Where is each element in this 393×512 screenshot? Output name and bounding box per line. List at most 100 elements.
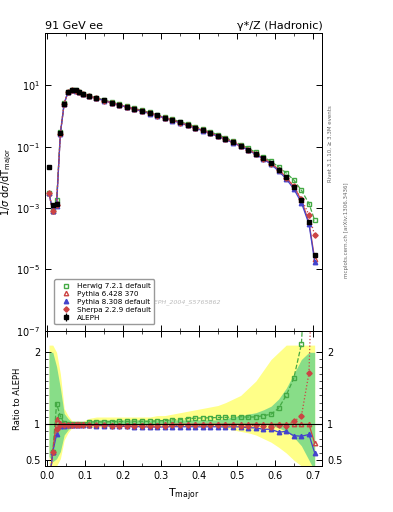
Sherpa 2.2.9 default: [223, 136, 228, 142]
Herwig 7.2.1 default: [269, 158, 274, 164]
Herwig 7.2.1 default: [215, 132, 220, 138]
Pythia 6.428 370: [299, 197, 304, 203]
Herwig 7.2.1 default: [58, 129, 63, 135]
Pythia 8.308 default: [62, 101, 66, 107]
Pythia 6.428 370: [253, 151, 258, 157]
Herwig 7.2.1 default: [178, 119, 182, 125]
Herwig 7.2.1 default: [54, 197, 59, 203]
Pythia 6.428 370: [70, 87, 74, 93]
Pythia 8.308 default: [312, 259, 317, 265]
Pythia 6.428 370: [200, 127, 205, 133]
Pythia 8.308 default: [253, 152, 258, 158]
Sherpa 2.2.9 default: [307, 212, 311, 218]
Herwig 7.2.1 default: [253, 150, 258, 156]
Pythia 8.308 default: [231, 140, 235, 146]
Pythia 8.308 default: [292, 186, 296, 192]
Pythia 8.308 default: [125, 104, 129, 110]
Sherpa 2.2.9 default: [77, 89, 82, 95]
Pythia 6.428 370: [66, 89, 70, 95]
Pythia 6.428 370: [185, 122, 190, 128]
Pythia 6.428 370: [178, 119, 182, 125]
Herwig 7.2.1 default: [47, 190, 51, 197]
X-axis label: T$_{\rm major}$: T$_{\rm major}$: [168, 486, 200, 503]
Pythia 8.308 default: [261, 156, 266, 162]
Herwig 7.2.1 default: [94, 95, 99, 101]
Pythia 6.428 370: [269, 160, 274, 166]
Herwig 7.2.1 default: [223, 135, 228, 141]
Herwig 7.2.1 default: [140, 108, 144, 114]
Pythia 6.428 370: [312, 256, 317, 262]
Text: 91 GeV ee: 91 GeV ee: [45, 21, 103, 31]
Sherpa 2.2.9 default: [58, 131, 63, 137]
Pythia 6.428 370: [62, 101, 66, 107]
Herwig 7.2.1 default: [66, 89, 70, 95]
Sherpa 2.2.9 default: [109, 100, 114, 106]
Pythia 8.308 default: [77, 89, 82, 95]
Herwig 7.2.1 default: [276, 164, 281, 170]
Sherpa 2.2.9 default: [269, 161, 274, 167]
Herwig 7.2.1 default: [292, 177, 296, 183]
Pythia 6.428 370: [58, 130, 63, 136]
Sherpa 2.2.9 default: [117, 102, 121, 108]
Herwig 7.2.1 default: [231, 138, 235, 144]
Pythia 6.428 370: [193, 124, 197, 131]
Line: Pythia 8.308 default: Pythia 8.308 default: [47, 88, 317, 264]
Pythia 6.428 370: [292, 183, 296, 189]
Sherpa 2.2.9 default: [66, 89, 70, 95]
Pythia 8.308 default: [238, 143, 243, 150]
Sherpa 2.2.9 default: [215, 133, 220, 139]
Pythia 8.308 default: [223, 136, 228, 142]
Pythia 6.428 370: [102, 97, 107, 103]
Text: γ*/Z (Hadronic): γ*/Z (Hadronic): [237, 21, 322, 31]
Pythia 6.428 370: [50, 208, 55, 214]
Herwig 7.2.1 default: [102, 97, 107, 103]
Pythia 8.308 default: [147, 111, 152, 117]
Herwig 7.2.1 default: [238, 141, 243, 147]
Pythia 8.308 default: [73, 88, 78, 94]
Text: Rivet 3.1.10, ≥ 3.3M events: Rivet 3.1.10, ≥ 3.3M events: [328, 105, 333, 182]
Pythia 8.308 default: [215, 133, 220, 139]
Pythia 8.308 default: [140, 109, 144, 115]
Pythia 6.428 370: [208, 130, 213, 136]
Pythia 8.308 default: [94, 95, 99, 101]
Pythia 6.428 370: [140, 108, 144, 114]
Herwig 7.2.1 default: [208, 129, 213, 135]
Pythia 6.428 370: [47, 190, 51, 197]
Pythia 8.308 default: [81, 91, 86, 97]
Pythia 8.308 default: [70, 87, 74, 93]
Pythia 6.428 370: [117, 102, 121, 108]
Line: Sherpa 2.2.9 default: Sherpa 2.2.9 default: [47, 88, 316, 237]
Pythia 6.428 370: [125, 104, 129, 110]
Pythia 6.428 370: [162, 115, 167, 121]
Herwig 7.2.1 default: [284, 170, 288, 176]
Pythia 8.308 default: [102, 98, 107, 104]
Legend: Herwig 7.2.1 default, Pythia 6.428 370, Pythia 8.308 default, Sherpa 2.2.9 defau: Herwig 7.2.1 default, Pythia 6.428 370, …: [54, 280, 154, 324]
Sherpa 2.2.9 default: [170, 117, 175, 123]
Sherpa 2.2.9 default: [155, 113, 160, 119]
Herwig 7.2.1 default: [73, 87, 78, 93]
Herwig 7.2.1 default: [109, 99, 114, 105]
Sherpa 2.2.9 default: [140, 108, 144, 114]
Text: ALEPH_2004_S5765862: ALEPH_2004_S5765862: [147, 300, 221, 306]
Sherpa 2.2.9 default: [253, 151, 258, 157]
Herwig 7.2.1 default: [200, 126, 205, 132]
Pythia 8.308 default: [162, 115, 167, 121]
Herwig 7.2.1 default: [307, 201, 311, 207]
Sherpa 2.2.9 default: [246, 147, 251, 153]
Pythia 8.308 default: [66, 89, 70, 95]
Sherpa 2.2.9 default: [299, 196, 304, 202]
Pythia 6.428 370: [261, 155, 266, 161]
Herwig 7.2.1 default: [147, 110, 152, 116]
Sherpa 2.2.9 default: [54, 202, 59, 208]
Pythia 6.428 370: [94, 95, 99, 101]
Pythia 6.428 370: [215, 133, 220, 139]
Sherpa 2.2.9 default: [292, 183, 296, 189]
Sherpa 2.2.9 default: [147, 110, 152, 116]
Herwig 7.2.1 default: [125, 103, 129, 109]
Sherpa 2.2.9 default: [178, 120, 182, 126]
Pythia 8.308 default: [58, 131, 63, 137]
Pythia 6.428 370: [147, 110, 152, 116]
Sherpa 2.2.9 default: [81, 91, 86, 97]
Sherpa 2.2.9 default: [162, 115, 167, 121]
Pythia 8.308 default: [109, 100, 114, 106]
